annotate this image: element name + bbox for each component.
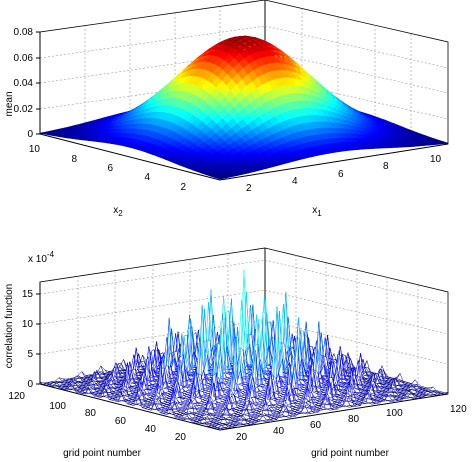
z-tick-label: 0.06 (14, 53, 34, 64)
y-tick-label: 6 (107, 163, 113, 174)
x-tick-label: 10 (430, 154, 442, 165)
y-tick-label: 4 (144, 172, 150, 183)
top-z-ticks: 0 0.02 0.04 0.06 0.08 (14, 27, 34, 140)
x-tick-label: 4 (292, 176, 298, 187)
x-tick-label: 2 (246, 183, 252, 194)
mean-surface-chart: 0 0.02 0.04 0.06 0.08 10 8 6 4 2 2 4 6 8… (4, 0, 449, 218)
y-tick-label: 2 (180, 182, 186, 193)
top-axes (36, 31, 449, 181)
top-x-ticks: 2 4 6 8 10 (246, 154, 442, 194)
y-axis-label: x2 (113, 205, 123, 218)
z-tick-label: 0.04 (14, 78, 34, 89)
z-tick-label: 0.08 (14, 27, 34, 38)
z-axis-label: mean (4, 91, 15, 116)
correlation-surface (39, 269, 449, 430)
z-tick-label: 0.02 (14, 104, 34, 115)
y-tick-label: 8 (71, 154, 77, 165)
top-y-ticks: 10 8 6 4 2 (29, 144, 187, 193)
x-tick-label: 6 (338, 169, 344, 180)
surface-patch (437, 141, 449, 145)
correlation-surface-chart: x 10-4 0 5 10 15 120 100 80 60 40 20 20 … (4, 247, 467, 459)
x-tick-label: 8 (383, 161, 389, 172)
x-axis-label: x1 (312, 205, 322, 218)
mean-surface (39, 35, 449, 180)
z-tick-label: 0 (27, 129, 33, 140)
y-tick-label: 10 (29, 144, 41, 155)
